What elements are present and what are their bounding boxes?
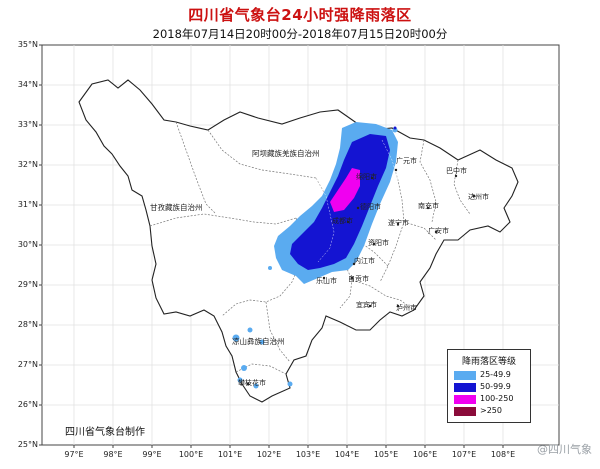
watermark: @四川气象 xyxy=(537,443,592,456)
lon-label: 107°E xyxy=(451,450,477,459)
lat-label: 25°N xyxy=(17,440,38,449)
legend: 降雨落区等级 25-49.9 50-99.9 100-250 >250 xyxy=(447,349,531,423)
legend-label: 25-49.9 xyxy=(480,370,511,379)
city-label-guangan: 广安市 xyxy=(428,227,449,235)
lon-label: 97°E xyxy=(64,450,84,459)
lon-label: 99°E xyxy=(142,450,162,459)
lon-label: 102°E xyxy=(256,450,282,459)
city-label-zigong: 自贡市 xyxy=(348,275,369,283)
lat-label: 29°N xyxy=(17,280,38,289)
lon-label: 98°E xyxy=(103,450,123,459)
legend-label: 100-250 xyxy=(480,394,514,403)
lat-label: 31°N xyxy=(17,200,38,209)
city-label-chengdu: 成都市 xyxy=(332,217,353,225)
city-label-suining: 遂宁市 xyxy=(388,219,409,227)
lon-label: 105°E xyxy=(373,450,399,459)
lon-label: 104°E xyxy=(334,450,360,459)
prefecture-label-liangshan: 凉山彝族自治州 xyxy=(232,337,285,346)
legend-swatch xyxy=(454,383,476,392)
lat-label: 32°N xyxy=(17,160,38,169)
prefecture-label-ganzi: 甘孜藏族自治州 xyxy=(150,203,203,212)
city-label-deyang: 德阳市 xyxy=(360,203,381,211)
legend-label: >250 xyxy=(480,406,502,415)
maker-credit: 四川省气象台制作 xyxy=(65,427,145,438)
legend-item: 50-99.9 xyxy=(454,382,530,393)
city-label-bazhong: 巴中市 xyxy=(446,167,467,175)
legend-swatch xyxy=(454,371,476,380)
lon-label: 101°E xyxy=(217,450,243,459)
lon-label: 108°E xyxy=(490,450,516,459)
city-markers xyxy=(246,168,476,386)
lon-label: 106°E xyxy=(412,450,438,459)
city-label-mianyang: 绵阳市 xyxy=(356,173,377,181)
map-subtitle: 2018年07月14日20时00分-2018年07月15日20时00分 xyxy=(152,27,448,41)
city-label-luzhou: 泸州市 xyxy=(396,304,417,312)
legend-item: >250 xyxy=(454,406,530,417)
city-label-neijiang: 内江市 xyxy=(354,257,375,265)
city-label-ziyang: 资阳市 xyxy=(368,239,389,247)
lat-label: 30°N xyxy=(17,240,38,249)
city-label-dazhou: 达州市 xyxy=(468,193,489,201)
city-label-guangyuan: 广元市 xyxy=(396,157,417,165)
prefecture-label-aba: 阿坝藏族羌族自治州 xyxy=(252,149,320,158)
legend-label: 50-99.9 xyxy=(480,382,511,391)
rain-zone-100-250 xyxy=(330,168,360,212)
lat-label: 34°N xyxy=(17,80,38,89)
legend-item: 100-250 xyxy=(454,394,530,405)
lat-label: 26°N xyxy=(17,400,38,409)
lat-label: 33°N xyxy=(17,120,38,129)
lat-label: 35°N xyxy=(17,40,38,49)
city-label-yibin: 宜宾市 xyxy=(356,301,377,309)
legend-item: 25-49.9 xyxy=(454,370,530,381)
legend-swatch xyxy=(454,407,476,416)
legend-swatch xyxy=(454,395,476,404)
lat-label: 27°N xyxy=(17,360,38,369)
lon-label: 100°E xyxy=(178,450,204,459)
city-label-leshan: 乐山市 xyxy=(316,277,337,285)
city-label-panzhihua: 攀枝花市 xyxy=(238,379,266,387)
map-title: 四川省气象台24小时强降雨落区 xyxy=(188,6,412,24)
lon-label: 103°E xyxy=(295,450,321,459)
city-label-nanchong: 南充市 xyxy=(418,202,439,210)
legend-title: 降雨落区等级 xyxy=(461,357,516,367)
tick-marks xyxy=(39,44,504,448)
rain-zone-boundaries xyxy=(315,139,399,263)
lat-label: 28°N xyxy=(17,320,38,329)
